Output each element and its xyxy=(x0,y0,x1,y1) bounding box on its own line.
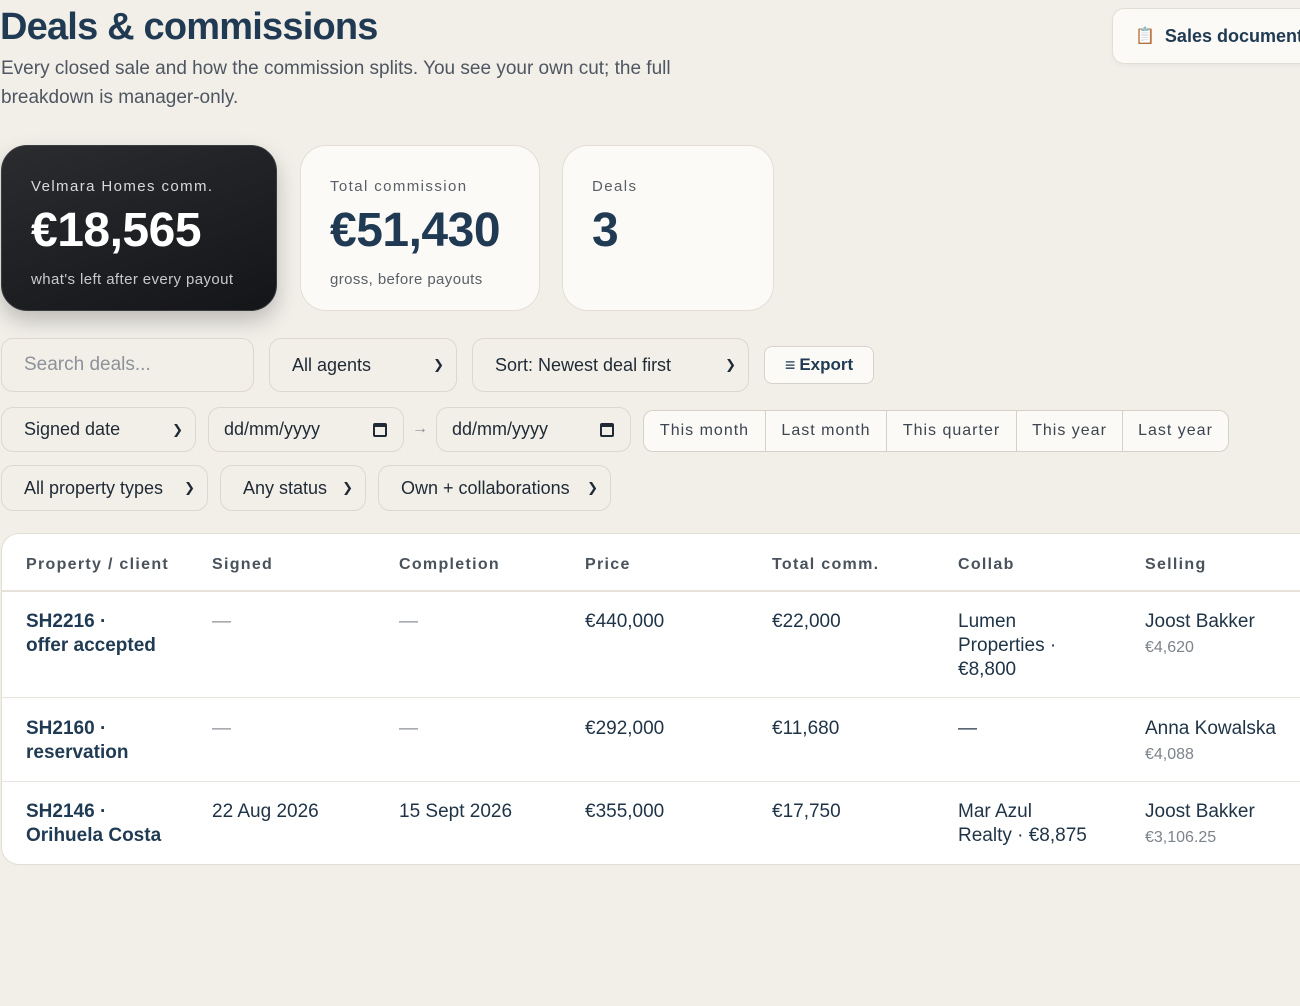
date-range-presets: This month Last month This quarter This … xyxy=(643,410,1229,452)
status-value: Any status xyxy=(243,477,328,498)
chevron-down-icon: ❯ xyxy=(725,357,736,372)
cell-property[interactable]: SH2146 · Orihuela Costa xyxy=(26,801,162,846)
selling-agent: Joost Bakker xyxy=(1145,611,1255,632)
agents-select[interactable]: All agents ❯ xyxy=(269,338,457,392)
cell-collab: — xyxy=(958,718,977,739)
cell-selling: Joost Bakker €3,106.25 xyxy=(1145,800,1255,850)
selling-amount: €4,088 xyxy=(1145,746,1194,763)
date-to-input[interactable]: dd/mm/yyyy xyxy=(436,407,631,452)
range-this-quarter[interactable]: This quarter xyxy=(887,411,1017,451)
cell-price: €355,000 xyxy=(585,801,665,822)
deals-table: Property / client Signed Completion Pric… xyxy=(1,533,1300,865)
range-last-year[interactable]: Last year xyxy=(1138,422,1213,439)
cell-collab: Mar Azul Realty · €8,875 xyxy=(958,801,1087,846)
sales-document-label: Sales document xyxy=(1164,25,1300,46)
sort-select-value: Sort: Newest deal first xyxy=(495,354,672,375)
stat-card-total-commission: Total commission €51,430 gross, before p… xyxy=(300,145,540,311)
chevron-down-icon: ❯ xyxy=(433,357,444,372)
table-row[interactable]: SH2160 · reservation — — €292,000 €11,68… xyxy=(2,717,1300,781)
row-divider xyxy=(2,697,1300,698)
cell-completion: — xyxy=(399,718,418,739)
search-placeholder: Search deals... xyxy=(24,354,151,375)
cell-total-commission: €22,000 xyxy=(772,611,841,632)
selling-agent: Joost Bakker xyxy=(1145,801,1255,822)
range-last-month[interactable]: Last month xyxy=(766,411,887,451)
sort-select[interactable]: Sort: Newest deal first ❯ xyxy=(472,338,749,392)
selling-amount: €4,620 xyxy=(1145,639,1194,656)
cell-signed: — xyxy=(212,718,231,739)
property-type-select[interactable]: All property types ❯ xyxy=(1,465,208,511)
chevron-down-icon: ❯ xyxy=(184,480,195,495)
column-header-signed[interactable]: Signed xyxy=(212,556,274,573)
agents-select-value: All agents xyxy=(292,354,372,375)
page-title: Deals & commissions xyxy=(0,6,378,48)
cell-property[interactable]: SH2216 · offer accepted xyxy=(26,611,156,656)
sales-document-button[interactable]: 📋 Sales document xyxy=(1112,8,1300,64)
cell-signed: 22 Aug 2026 xyxy=(212,801,319,822)
cell-total-commission: €11,680 xyxy=(772,718,840,739)
chevron-down-icon: ❯ xyxy=(172,421,183,437)
table-row[interactable]: SH2216 · offer accepted — — €440,000 €22… xyxy=(2,610,1300,698)
page-subtitle: Every closed sale and how the commission… xyxy=(1,58,671,108)
calendar-icon[interactable] xyxy=(600,422,614,437)
cell-total-commission: €17,750 xyxy=(772,801,841,822)
property-type-value: All property types xyxy=(24,477,164,498)
cell-completion: — xyxy=(399,611,418,632)
stat-label: Deals xyxy=(592,178,638,195)
range-this-year[interactable]: This year xyxy=(1017,411,1123,451)
arrow-right-icon: → xyxy=(412,420,428,437)
stat-note: what's left after every payout xyxy=(31,271,234,288)
list-icon: ≡ xyxy=(784,354,796,375)
cell-collab: Lumen Properties · €8,800 xyxy=(958,611,1057,680)
date-field-select[interactable]: Signed date ❯ xyxy=(1,407,196,452)
calendar-icon[interactable] xyxy=(373,422,387,437)
export-label: Export xyxy=(799,355,854,374)
cell-price: €440,000 xyxy=(585,611,665,632)
chevron-down-icon: ❯ xyxy=(342,480,353,495)
stat-value: €51,430 xyxy=(330,204,501,257)
column-header-price[interactable]: Price xyxy=(585,556,631,573)
stat-label: Velmara Homes comm. xyxy=(31,178,214,195)
chevron-down-icon: ❯ xyxy=(587,480,598,495)
clipboard-icon: 📋 xyxy=(1135,28,1155,45)
date-from-value: dd/mm/yyyy xyxy=(224,419,321,439)
date-to-value: dd/mm/yyyy xyxy=(452,419,549,439)
scope-value: Own + collaborations xyxy=(401,477,570,498)
stat-value: €18,565 xyxy=(31,204,202,257)
cell-property[interactable]: SH2160 · reservation xyxy=(26,718,129,763)
stat-label: Total commission xyxy=(330,178,468,195)
column-header-property[interactable]: Property / client xyxy=(26,556,170,573)
cell-price: €292,000 xyxy=(585,718,665,739)
cell-signed: — xyxy=(212,611,231,632)
selling-agent: Anna Kowalska xyxy=(1145,718,1276,739)
table-row[interactable]: SH2146 · Orihuela Costa 22 Aug 2026 15 S… xyxy=(2,800,1300,864)
stat-note: gross, before payouts xyxy=(330,271,483,288)
range-this-month[interactable]: This month xyxy=(644,411,766,451)
row-divider xyxy=(2,781,1300,782)
scope-select[interactable]: Own + collaborations ❯ xyxy=(378,465,611,511)
column-header-completion[interactable]: Completion xyxy=(399,556,500,573)
export-button[interactable]: ≡ Export xyxy=(764,346,874,384)
search-input[interactable]: Search deals... xyxy=(1,338,254,392)
column-header-selling[interactable]: Selling xyxy=(1145,556,1207,573)
column-header-total-commission[interactable]: Total comm. xyxy=(772,556,880,573)
cell-selling: Joost Bakker €4,620 xyxy=(1145,610,1255,660)
stat-card-company-commission: Velmara Homes comm. €18,565 what's left … xyxy=(1,145,277,311)
cell-selling: Anna Kowalska €4,088 xyxy=(1145,717,1276,767)
selling-amount: €3,106.25 xyxy=(1145,829,1217,846)
date-field-value: Signed date xyxy=(24,419,121,439)
stat-value: 3 xyxy=(592,204,619,257)
cell-completion: 15 Sept 2026 xyxy=(399,801,513,822)
status-select[interactable]: Any status ❯ xyxy=(220,465,366,511)
stat-card-deals: Deals 3 xyxy=(562,145,774,311)
column-header-collab[interactable]: Collab xyxy=(958,556,1015,573)
header-divider xyxy=(2,590,1300,592)
date-from-input[interactable]: dd/mm/yyyy xyxy=(208,407,404,452)
